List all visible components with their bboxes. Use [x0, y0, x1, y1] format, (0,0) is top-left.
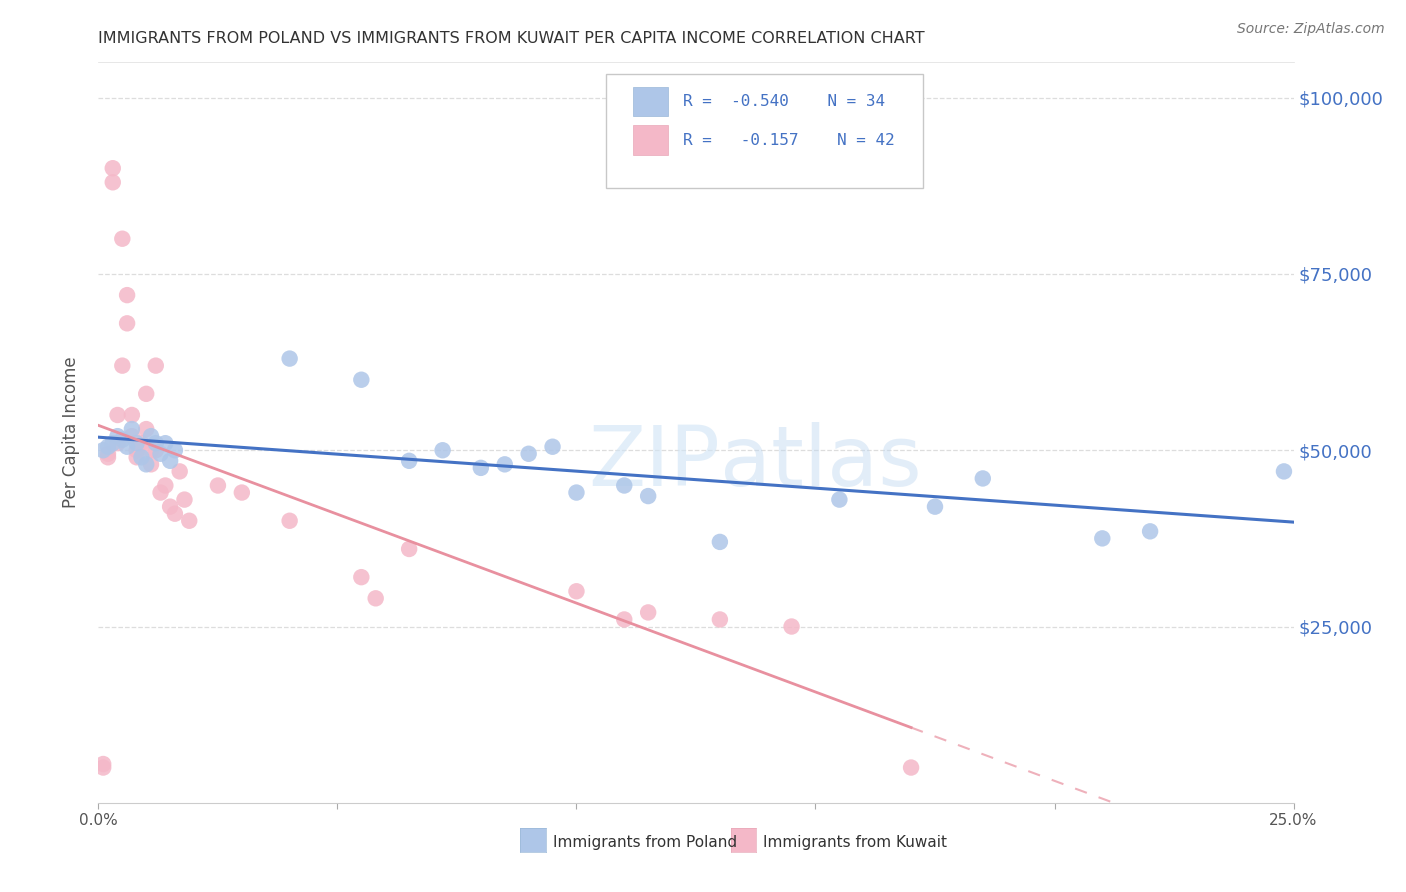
Point: [107, 436, 129, 450]
Point: [111, 232, 134, 246]
Point: [131, 450, 153, 465]
Point: [613, 612, 636, 626]
Point: [278, 351, 301, 366]
Point: [163, 443, 186, 458]
Point: [125, 450, 148, 465]
Point: [900, 760, 922, 774]
Point: [135, 458, 157, 472]
Point: [1091, 532, 1114, 546]
Point: [278, 514, 301, 528]
Point: [115, 316, 138, 330]
Point: [828, 492, 851, 507]
Point: [179, 514, 201, 528]
Point: [139, 429, 162, 443]
Point: [111, 359, 134, 373]
Point: [131, 436, 153, 450]
Point: [924, 500, 946, 514]
Point: [139, 443, 162, 458]
Text: Immigrants from Kuwait: Immigrants from Kuwait: [763, 836, 948, 850]
Point: [139, 458, 162, 472]
Point: [350, 373, 373, 387]
Point: [97, 440, 120, 454]
Point: [163, 507, 186, 521]
Point: [169, 464, 191, 478]
Point: [101, 175, 124, 189]
Point: [145, 436, 167, 450]
Point: [494, 458, 516, 472]
Point: [155, 478, 177, 492]
Point: [91, 757, 114, 772]
Point: [350, 570, 373, 584]
Point: [149, 485, 172, 500]
Point: [231, 485, 253, 500]
Point: [1139, 524, 1161, 539]
Point: [173, 492, 195, 507]
Point: [470, 461, 492, 475]
Point: [91, 760, 114, 774]
Point: [145, 359, 167, 373]
Point: [97, 447, 120, 461]
Point: [972, 471, 994, 485]
Text: IMMIGRANTS FROM POLAND VS IMMIGRANTS FROM KUWAIT PER CAPITA INCOME CORRELATION C: IMMIGRANTS FROM POLAND VS IMMIGRANTS FRO…: [98, 31, 925, 46]
Point: [565, 485, 588, 500]
Point: [97, 450, 120, 465]
Point: [115, 440, 138, 454]
Text: R =   -0.157    N = 42: R = -0.157 N = 42: [683, 133, 894, 148]
Point: [107, 408, 129, 422]
Point: [159, 500, 181, 514]
Point: [398, 454, 420, 468]
Point: [565, 584, 588, 599]
Point: [709, 612, 731, 626]
Point: [107, 429, 129, 443]
Point: [101, 436, 124, 450]
FancyBboxPatch shape: [606, 73, 922, 188]
Point: [115, 288, 138, 302]
Point: [125, 443, 148, 458]
Point: [135, 422, 157, 436]
Point: [145, 443, 167, 458]
Point: [432, 443, 454, 458]
Point: [637, 606, 659, 620]
Text: atlas: atlas: [720, 422, 921, 503]
Point: [207, 478, 229, 492]
Point: [159, 454, 181, 468]
Point: [398, 541, 420, 556]
Text: R =  -0.540    N = 34: R = -0.540 N = 34: [683, 95, 884, 109]
Text: Source: ZipAtlas.com: Source: ZipAtlas.com: [1237, 22, 1385, 37]
Bar: [633, 87, 668, 117]
Point: [364, 591, 387, 606]
Y-axis label: Per Capita Income: Per Capita Income: [62, 357, 80, 508]
Point: [709, 535, 731, 549]
Bar: [633, 126, 668, 155]
Point: [637, 489, 659, 503]
Point: [780, 619, 803, 633]
Point: [101, 161, 124, 176]
Point: [91, 443, 114, 458]
Text: ZIP: ZIP: [588, 422, 720, 503]
Text: Immigrants from Poland: Immigrants from Poland: [553, 836, 737, 850]
Point: [121, 429, 143, 443]
Point: [121, 422, 143, 436]
Point: [517, 447, 540, 461]
Point: [111, 433, 134, 447]
Point: [541, 440, 564, 454]
Point: [149, 447, 172, 461]
Point: [155, 436, 177, 450]
Point: [613, 478, 636, 492]
Point: [135, 387, 157, 401]
Point: [125, 436, 148, 450]
Point: [121, 408, 143, 422]
Point: [1272, 464, 1295, 478]
